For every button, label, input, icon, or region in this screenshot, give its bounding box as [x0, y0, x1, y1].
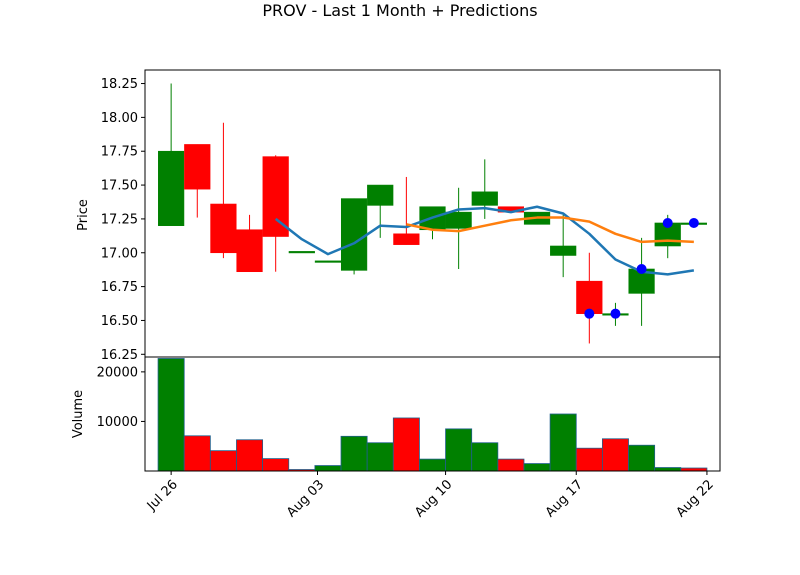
price-tick-label: 17.25 [101, 212, 138, 227]
volume-tick-label: 20000 [97, 365, 138, 380]
volume-bar [628, 444, 656, 472]
chart-title: PROV - Last 1 Month + Predictions [262, 1, 537, 20]
candle-body [367, 184, 394, 206]
candle-body [314, 260, 342, 263]
prediction-marker [584, 308, 595, 319]
candle-body [262, 156, 289, 237]
volume-bar [209, 450, 237, 472]
x-tick-label: Aug 03 [284, 477, 327, 520]
volume-bar [601, 438, 629, 472]
candle-body [445, 211, 472, 229]
price-tick-label: 16.25 [101, 348, 138, 363]
prediction-marker [610, 308, 621, 319]
volume-bar [549, 413, 577, 472]
prediction-marker [688, 217, 699, 228]
candle-body [550, 245, 577, 256]
prediction-marker [662, 217, 673, 228]
volume-bar [575, 447, 603, 472]
price-tick-label: 16.75 [101, 280, 138, 295]
candle-body [471, 191, 498, 206]
price-tick-label: 18.00 [101, 111, 138, 126]
volume-bar [366, 442, 394, 472]
x-tick-label: Aug 10 [412, 477, 455, 520]
volume-bar [471, 442, 499, 472]
price-tick-label: 17.75 [101, 145, 138, 160]
price-panel: 16.25 16.50 16.75 17.00 17.25 17.50 17.75 18.00… [101, 77, 707, 363]
volume-bar [392, 417, 420, 472]
volume-bar [236, 439, 264, 472]
price-tick-label: 16.50 [101, 314, 138, 329]
x-axis: Jul 26 Aug 03 Aug 10 Aug 17 Aug 22 [144, 471, 717, 520]
x-tick-label: Jul 26 [144, 477, 181, 514]
volume-bar [183, 435, 211, 472]
volume-bar [654, 467, 682, 472]
prediction-marker [636, 264, 647, 275]
volume-bar [340, 435, 368, 472]
candle-body [210, 203, 237, 254]
candle-body [236, 229, 263, 273]
candle-body [393, 233, 420, 245]
volume-bar [523, 463, 551, 472]
volume-tick-label: 10000 [97, 415, 138, 430]
volume-bar [419, 458, 446, 472]
volume-axis-title: Volume [71, 390, 86, 438]
volume-panel-frame [144, 356, 721, 472]
candle-body [288, 251, 315, 254]
candle-body [158, 150, 185, 226]
volume-panel: 10000 20000 [97, 358, 708, 472]
price-tick-label: 18.25 [101, 77, 138, 92]
x-tick-label: Aug 22 [674, 477, 717, 520]
volume-bar [262, 458, 290, 472]
volume-bar [314, 465, 342, 472]
price-axis-title: Price [76, 199, 91, 231]
price-tick-label: 17.50 [101, 179, 138, 194]
x-tick-label: Aug 17 [543, 477, 586, 520]
price-tick-label: 17.00 [101, 246, 138, 261]
short-average-line [274, 205, 695, 276]
candle-body [340, 198, 368, 271]
candle-body [576, 280, 603, 314]
volume-bar [157, 358, 185, 472]
candle-body [184, 144, 211, 190]
volume-bar [497, 458, 525, 472]
volume-bar [445, 428, 473, 472]
long-average-line [406, 216, 694, 244]
